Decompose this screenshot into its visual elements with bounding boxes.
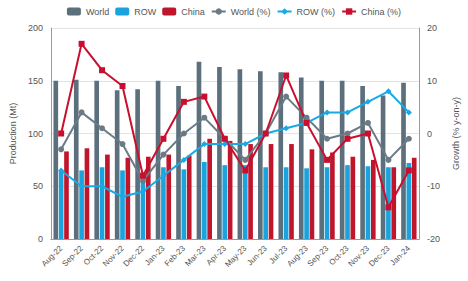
svg-text:150: 150 bbox=[28, 76, 43, 86]
svg-text:Jan-24: Jan-24 bbox=[388, 243, 412, 267]
svg-text:100: 100 bbox=[28, 129, 43, 139]
svg-text:China (%): China (%) bbox=[361, 7, 401, 17]
svg-text:-20: -20 bbox=[427, 234, 440, 244]
svg-text:50: 50 bbox=[33, 181, 43, 191]
svg-text:Aug-22: Aug-22 bbox=[40, 243, 65, 268]
svg-text:Mar-23: Mar-23 bbox=[183, 243, 208, 268]
svg-text:Aug-23: Aug-23 bbox=[285, 243, 310, 268]
svg-text:May-23: May-23 bbox=[223, 243, 249, 269]
svg-text:10: 10 bbox=[427, 76, 437, 86]
svg-text:Jun-23: Jun-23 bbox=[245, 243, 269, 267]
svg-text:ROW (%): ROW (%) bbox=[297, 7, 336, 17]
svg-text:Nov-23: Nov-23 bbox=[347, 243, 372, 268]
svg-text:World (%): World (%) bbox=[231, 7, 271, 17]
svg-text:China: China bbox=[181, 7, 205, 17]
svg-text:200: 200 bbox=[28, 23, 43, 33]
svg-text:Dec-22: Dec-22 bbox=[122, 243, 147, 268]
svg-text:Jan-23: Jan-23 bbox=[143, 243, 167, 267]
svg-text:0: 0 bbox=[38, 234, 43, 244]
svg-text:World: World bbox=[86, 7, 109, 17]
svg-text:Growth (% y-on-y): Growth (% y-on-y) bbox=[451, 97, 461, 170]
svg-text:Nov-22: Nov-22 bbox=[101, 243, 126, 268]
svg-text:Sep-22: Sep-22 bbox=[60, 243, 85, 268]
svg-text:Dec-23: Dec-23 bbox=[367, 243, 392, 268]
svg-text:Apr-23: Apr-23 bbox=[204, 243, 228, 268]
svg-text:20: 20 bbox=[427, 23, 437, 33]
svg-text:Oct-23: Oct-23 bbox=[327, 243, 351, 268]
svg-text:Sep-23: Sep-23 bbox=[306, 243, 331, 268]
svg-text:Feb-23: Feb-23 bbox=[163, 243, 188, 268]
svg-text:0: 0 bbox=[427, 129, 432, 139]
svg-text:ROW: ROW bbox=[134, 7, 157, 17]
svg-text:Oct-22: Oct-22 bbox=[81, 243, 106, 268]
svg-text:Jul-23: Jul-23 bbox=[267, 243, 290, 266]
svg-text:Production (Mt): Production (Mt) bbox=[8, 103, 18, 165]
svg-text:-10: -10 bbox=[427, 181, 440, 191]
